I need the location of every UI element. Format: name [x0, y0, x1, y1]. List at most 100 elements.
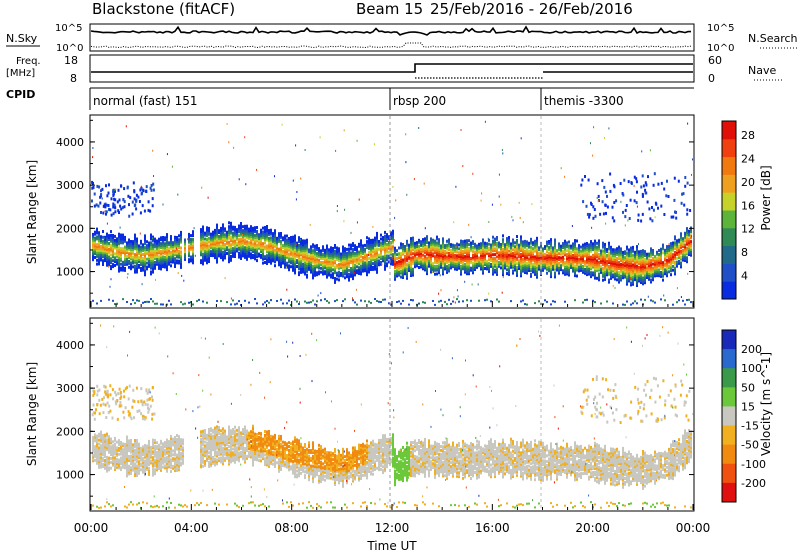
echo-cell: [448, 269, 450, 273]
echo-cell: [688, 231, 690, 235]
echo-noise: [439, 274, 441, 277]
echo-cell: [170, 244, 172, 248]
echo-cell: [474, 250, 476, 254]
echo-ground: [234, 303, 236, 306]
echo-cell: [126, 257, 128, 260]
echo-cell: [460, 251, 462, 255]
echo-cell: [670, 273, 672, 277]
echo-cell: [594, 276, 596, 280]
echo-cell: [120, 233, 122, 237]
echo-noise: [117, 200, 119, 203]
echo-cell: [406, 239, 408, 243]
echo-noise: [423, 182, 425, 185]
echo-cell: [328, 259, 330, 263]
echo-cell: [460, 257, 462, 261]
echo-cell: [210, 232, 212, 236]
echo-ground: [444, 300, 446, 303]
echo-cell: [320, 255, 322, 259]
echo-cell: [350, 253, 352, 257]
echo-cell: [392, 253, 394, 257]
echo-cell: [622, 262, 624, 266]
echo-cell: [574, 272, 576, 276]
echo-cell: [192, 257, 194, 261]
echo-cell: [118, 263, 120, 267]
echo-cell: [602, 270, 604, 274]
echo-cell: [300, 249, 302, 253]
echo-cell: [688, 245, 690, 249]
echo-cell: [640, 259, 642, 263]
echo-cell: [294, 257, 296, 261]
echo-scatter: [604, 190, 607, 194]
echo-cell: [146, 265, 148, 269]
echo-cell: [608, 270, 610, 274]
echo-cell: [384, 240, 386, 244]
echo-cell: [664, 252, 666, 256]
echo-cell: [592, 244, 594, 248]
echo-cell: [212, 246, 214, 250]
echo-cell: [554, 254, 556, 257]
echo-cell: [162, 263, 164, 267]
echo-cell: [492, 245, 494, 249]
echo-cell: [250, 254, 252, 258]
echo-cell: [600, 267, 602, 270]
echo-cell: [212, 248, 214, 252]
echo-cell: [434, 272, 436, 276]
echo-cell: [650, 270, 652, 274]
echo-cell: [326, 254, 328, 258]
echo-cell: [152, 239, 154, 243]
echo-cell: [126, 243, 128, 247]
echo-cell: [238, 234, 240, 238]
echo-cell: [566, 241, 568, 245]
echo-cell: [228, 231, 230, 234]
echo-cell: [224, 248, 226, 252]
echo-cell: [302, 268, 304, 272]
echo-cell: [92, 242, 94, 246]
echo-cell: [172, 241, 174, 245]
echo-cell: [514, 254, 516, 258]
echo-cell: [260, 242, 262, 246]
echo-cell: [578, 261, 580, 265]
echo-cell: [216, 237, 218, 241]
echo-cell: [122, 235, 124, 239]
freq-label: Freq.: [16, 56, 41, 67]
echo-cell: [106, 240, 108, 244]
echo-cell: [142, 264, 144, 268]
echo-cell: [348, 263, 350, 267]
echo-cell: [166, 248, 168, 252]
echo-cell: [316, 246, 318, 249]
echo-cell: [520, 256, 522, 260]
echo-cell: [634, 256, 636, 260]
echo-cell: [536, 244, 538, 248]
echo-cell: [162, 245, 164, 249]
echo-cell: [366, 244, 368, 247]
echo-scatter: [97, 204, 100, 208]
echo-cell: [642, 272, 644, 276]
echo-cell: [102, 453, 104, 457]
echo-cell: [114, 252, 116, 256]
echo-cell: [96, 229, 98, 233]
echo-scatter: [120, 207, 123, 211]
echo-cell: [594, 274, 596, 278]
echo-cell: [520, 274, 522, 278]
echo-ground: [146, 300, 148, 303]
echo-cell: [342, 257, 344, 261]
echo-cell: [522, 242, 524, 246]
echo-cell: [98, 242, 100, 246]
echo-cell: [288, 239, 290, 242]
echo-cell: [630, 248, 632, 252]
echo-cell: [354, 246, 356, 250]
echo-cell: [426, 250, 428, 254]
echo-cell: [422, 240, 424, 244]
echo-cell: [646, 254, 648, 258]
echo-cell: [202, 244, 204, 248]
echo-cell: [410, 270, 412, 274]
echo-cell: [332, 248, 334, 252]
echo-cell: [124, 247, 126, 251]
echo-ground: [290, 304, 292, 306]
echo-cell: [496, 272, 498, 276]
echo-cell: [232, 237, 234, 241]
echo-cell: [394, 258, 396, 262]
echo-cell: [436, 253, 438, 257]
echo-cell: [512, 254, 514, 258]
echo-cell: [684, 247, 686, 251]
